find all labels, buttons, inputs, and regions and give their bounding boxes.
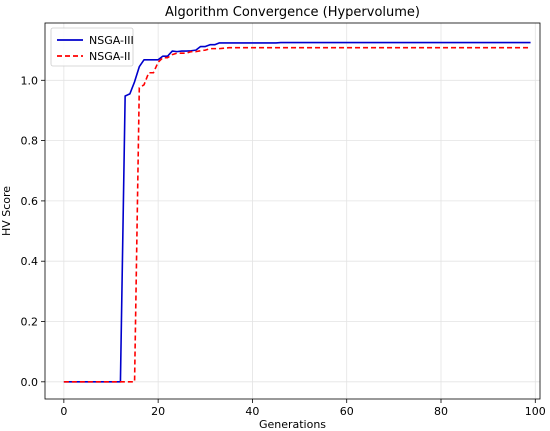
y-tick-label: 0.8	[21, 135, 39, 148]
x-axis-ticks: 0 20 40 60 80 100	[60, 399, 546, 418]
grid-lines	[45, 23, 540, 399]
series-layer	[63, 41, 531, 383]
legend-box	[50, 27, 134, 67]
x-axis-title: Generations	[259, 418, 326, 431]
series-line-nsga-ii	[63, 46, 531, 383]
x-tick-label: 60	[340, 405, 354, 418]
plot-frame	[44, 22, 541, 400]
x-tick-label: 40	[245, 405, 259, 418]
legend-label-nsga-iii: NSGA-III	[89, 34, 134, 47]
y-tick-label: 0.0	[21, 376, 39, 389]
x-tick-label: 20	[151, 405, 165, 418]
y-axis-ticks: 0.0 0.2 0.4 0.6 0.8 1.0	[21, 74, 45, 389]
legend: NSGA-III NSGA-II	[50, 27, 134, 67]
x-tick-label: 100	[525, 405, 546, 418]
chart-title: Algorithm Convergence (Hypervolume)	[165, 5, 420, 20]
y-axis-title: HV Score	[0, 186, 13, 236]
y-tick-label: 0.4	[21, 255, 39, 268]
y-tick-label: 0.2	[21, 316, 39, 329]
legend-label-nsga-ii: NSGA-II	[89, 50, 130, 63]
x-tick-label: 0	[60, 405, 67, 418]
x-tick-label: 80	[434, 405, 448, 418]
y-tick-label: 1.0	[21, 74, 39, 87]
y-tick-label: 0.6	[21, 195, 39, 208]
